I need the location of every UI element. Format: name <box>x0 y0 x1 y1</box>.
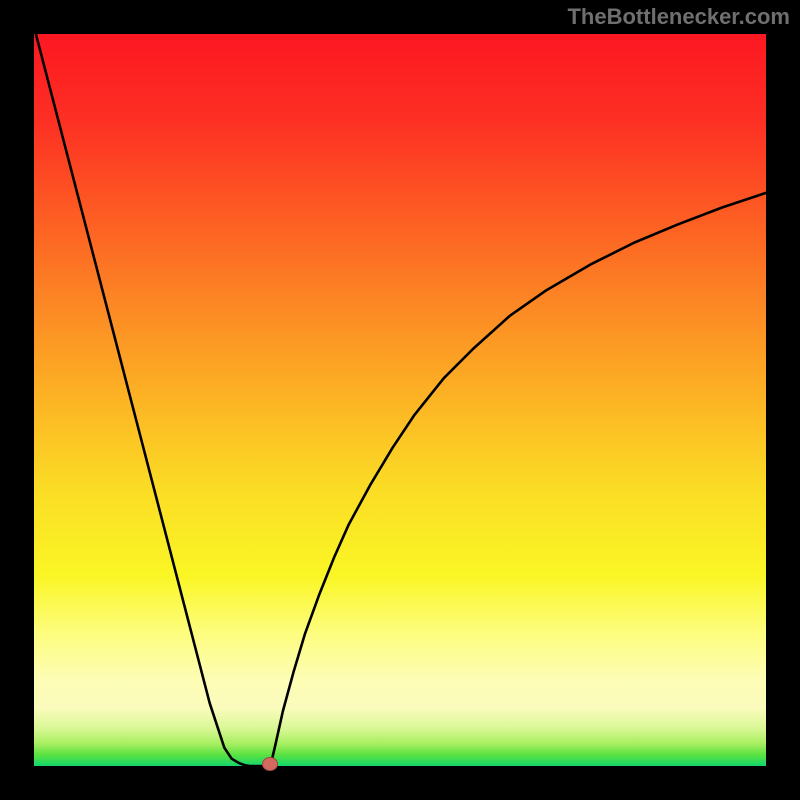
optimal-point-marker <box>262 757 278 771</box>
plot-area <box>34 34 766 766</box>
bottleneck-curve <box>34 34 766 766</box>
chart-frame: TheBottlenecker.com <box>0 0 800 800</box>
watermark-text: TheBottlenecker.com <box>567 4 790 30</box>
curve-layer <box>34 34 766 766</box>
